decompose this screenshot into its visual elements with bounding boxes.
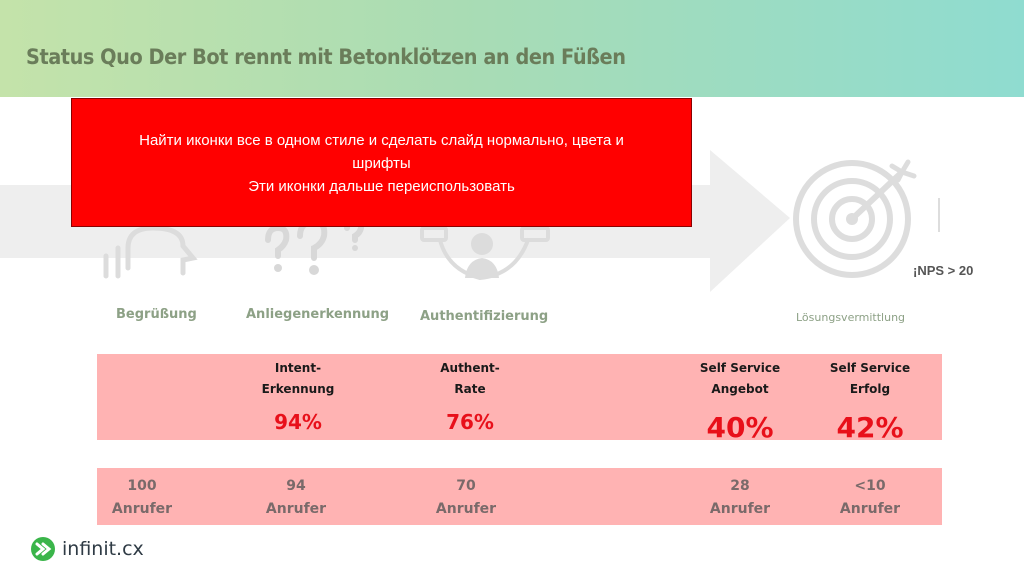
- caller-count-value: 70: [456, 478, 476, 494]
- caller-count-offer: 28 Anrufer: [680, 475, 800, 521]
- caller-count-auth: 70 Anrufer: [406, 475, 526, 521]
- metric-label-intent: Intent- Erkennung: [238, 358, 358, 400]
- company-logo: infinit.cx: [30, 536, 144, 562]
- play-logo-icon: [31, 537, 55, 561]
- header-bar: [0, 0, 1024, 97]
- caller-count-greeting: 100 Anrufer: [82, 475, 202, 521]
- metric-label-line: Erfolg: [849, 382, 891, 396]
- caller-count-unit: Anrufer: [111, 501, 173, 517]
- comment-note: Найти иконки все в одном стиле и сделать…: [71, 98, 692, 227]
- caller-count-unit: Anrufer: [435, 501, 497, 517]
- metric-label-offer: Self Service Angebot: [680, 358, 800, 400]
- user-login-icon: [420, 226, 550, 281]
- metric-label-line: Erkennung: [261, 382, 335, 396]
- caller-count-unit: Anrufer: [839, 501, 901, 517]
- robot-head-icon: [103, 225, 198, 279]
- question-marks-icon: [265, 218, 365, 275]
- caller-count-value: <10: [854, 478, 886, 494]
- metric-label-line: Self Service: [699, 361, 781, 375]
- note-line-3: Эти иконки дальше переиспользовать: [248, 178, 515, 195]
- caller-count-unit: Anrufer: [709, 501, 771, 517]
- target-icon: [793, 159, 917, 278]
- note-line-1: Найти иконки все в одном стиле и сделать…: [139, 132, 624, 149]
- caller-count-unit: Anrufer: [265, 501, 327, 517]
- metric-value-offer: 40%: [706, 411, 774, 444]
- metrics-band: [97, 354, 942, 440]
- metric-label-line: Authent-: [440, 361, 500, 375]
- metric-value-intent: 94%: [274, 410, 322, 434]
- caller-count-value: 28: [730, 478, 750, 494]
- caller-count-intent: 94 Anrufer: [236, 475, 356, 521]
- stage-label-intent: Anliegenerkennung: [246, 307, 390, 322]
- caller-count-value: 100: [127, 478, 157, 494]
- slide-title: Status Quo Der Bot rennt mit Betonklötze…: [26, 45, 626, 69]
- metric-label-line: Intent-: [274, 361, 322, 375]
- metric-label-line: Rate: [454, 382, 486, 396]
- metric-label-line: Self Service: [829, 361, 911, 375]
- divider: [938, 198, 940, 232]
- logo-text: infinit.cx: [62, 538, 144, 560]
- metric-label-success: Self Service Erfolg: [810, 358, 930, 400]
- nps-label: ¡NPS > 20: [913, 263, 974, 278]
- caller-count-success: <10 Anrufer: [810, 475, 930, 521]
- metric-value-auth: 76%: [446, 410, 494, 434]
- metric-value-success: 42%: [836, 411, 904, 444]
- stage-label-solution: Lösungsvermittlung: [796, 311, 906, 324]
- stage-label-greeting: Begrüßung: [116, 307, 197, 322]
- metric-label-auth: Authent- Rate: [410, 358, 530, 400]
- note-line-2: шрифты: [352, 155, 411, 172]
- stage-label-auth: Authentifizierung: [420, 309, 549, 324]
- metric-label-line: Angebot: [711, 382, 769, 396]
- caller-count-value: 94: [286, 478, 306, 494]
- callers-band: [97, 468, 942, 525]
